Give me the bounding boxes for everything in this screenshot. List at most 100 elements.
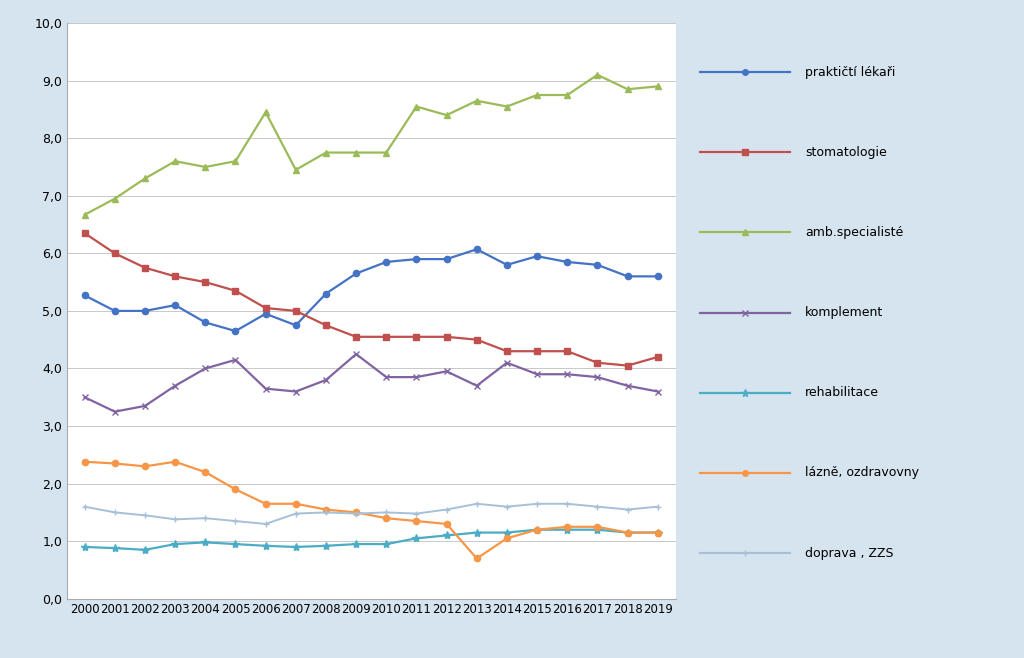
amb.specialisté: [259, 109, 271, 116]
Line: amb.specialisté: amb.specialisté: [81, 71, 662, 218]
rehabilitace: [79, 543, 91, 551]
stomatologie: [471, 336, 483, 343]
Text: praktičtí lékaři: praktičtí lékaři: [805, 66, 895, 78]
amb.specialisté: [350, 149, 362, 157]
stomatologie: [501, 347, 513, 355]
rehabilitace: [319, 542, 332, 550]
doprava , ZZS: [139, 511, 152, 519]
stomatologie: [531, 347, 544, 355]
lázně, ozdravovny: [622, 528, 634, 536]
komplement: [319, 376, 332, 384]
rehabilitace: [531, 526, 544, 534]
praktičtí lékaři: [561, 258, 573, 266]
praktičtí lékaři: [380, 258, 392, 266]
komplement: [79, 393, 91, 401]
doprava , ZZS: [622, 505, 634, 513]
lázně, ozdravovny: [380, 515, 392, 522]
stomatologie: [79, 229, 91, 237]
lázně, ozdravovny: [199, 468, 211, 476]
doprava , ZZS: [501, 503, 513, 511]
praktičtí lékaři: [471, 245, 483, 253]
komplement: [411, 373, 423, 381]
rehabilitace: [229, 540, 242, 548]
doprava , ZZS: [380, 509, 392, 517]
doprava , ZZS: [259, 520, 271, 528]
doprava , ZZS: [440, 505, 453, 513]
praktičtí lékaři: [79, 291, 91, 299]
komplement: [561, 370, 573, 378]
rehabilitace: [622, 528, 634, 536]
amb.specialisté: [290, 166, 302, 174]
komplement: [622, 382, 634, 390]
komplement: [471, 382, 483, 390]
amb.specialisté: [440, 111, 453, 119]
rehabilitace: [471, 528, 483, 536]
stomatologie: [259, 304, 271, 312]
amb.specialisté: [471, 97, 483, 105]
stomatologie: [440, 333, 453, 341]
Text: amb.specialisté: amb.specialisté: [805, 226, 903, 239]
stomatologie: [229, 287, 242, 295]
komplement: [380, 373, 392, 381]
doprava , ZZS: [199, 515, 211, 522]
praktičtí lékaři: [440, 255, 453, 263]
komplement: [259, 385, 271, 393]
doprava , ZZS: [319, 509, 332, 517]
doprava , ZZS: [471, 500, 483, 508]
komplement: [169, 382, 181, 390]
Line: stomatologie: stomatologie: [82, 230, 660, 368]
lázně, ozdravovny: [259, 500, 271, 508]
praktičtí lékaři: [229, 327, 242, 335]
stomatologie: [411, 333, 423, 341]
amb.specialisté: [169, 157, 181, 165]
doprava , ZZS: [79, 503, 91, 511]
Line: komplement: komplement: [81, 351, 662, 415]
rehabilitace: [139, 546, 152, 554]
Text: lázně, ozdravovny: lázně, ozdravovny: [805, 467, 919, 480]
lázně, ozdravovny: [471, 555, 483, 563]
stomatologie: [109, 249, 121, 257]
doprava , ZZS: [290, 509, 302, 517]
stomatologie: [350, 333, 362, 341]
doprava , ZZS: [350, 509, 362, 517]
amb.specialisté: [199, 163, 211, 171]
lázně, ozdravovny: [561, 523, 573, 531]
praktičtí lékaři: [199, 318, 211, 326]
lázně, ozdravovny: [440, 520, 453, 528]
Text: komplement: komplement: [805, 306, 883, 319]
lázně, ozdravovny: [591, 523, 603, 531]
lázně, ozdravovny: [109, 459, 121, 467]
doprava , ZZS: [229, 517, 242, 525]
praktičtí lékaři: [622, 272, 634, 280]
komplement: [651, 388, 664, 395]
Line: rehabilitace: rehabilitace: [81, 526, 662, 554]
stomatologie: [169, 272, 181, 280]
rehabilitace: [259, 542, 271, 550]
Line: praktičtí lékaři: praktičtí lékaři: [82, 246, 660, 334]
stomatologie: [319, 321, 332, 329]
praktičtí lékaři: [259, 310, 271, 318]
doprava , ZZS: [651, 503, 664, 511]
lázně, ozdravovny: [319, 505, 332, 513]
komplement: [290, 388, 302, 395]
amb.specialisté: [109, 195, 121, 203]
amb.specialisté: [380, 149, 392, 157]
doprava , ZZS: [561, 500, 573, 508]
praktičtí lékaři: [411, 255, 423, 263]
komplement: [501, 359, 513, 367]
praktičtí lékaři: [169, 301, 181, 309]
komplement: [350, 350, 362, 358]
praktičtí lékaři: [651, 272, 664, 280]
amb.specialisté: [561, 91, 573, 99]
lázně, ozdravovny: [531, 526, 544, 534]
doprava , ZZS: [109, 509, 121, 517]
rehabilitace: [290, 543, 302, 551]
doprava , ZZS: [411, 509, 423, 517]
amb.specialisté: [501, 103, 513, 111]
lázně, ozdravovny: [651, 528, 664, 536]
rehabilitace: [561, 526, 573, 534]
lázně, ozdravovny: [350, 509, 362, 517]
rehabilitace: [199, 538, 211, 546]
rehabilitace: [169, 540, 181, 548]
lázně, ozdravovny: [139, 463, 152, 470]
